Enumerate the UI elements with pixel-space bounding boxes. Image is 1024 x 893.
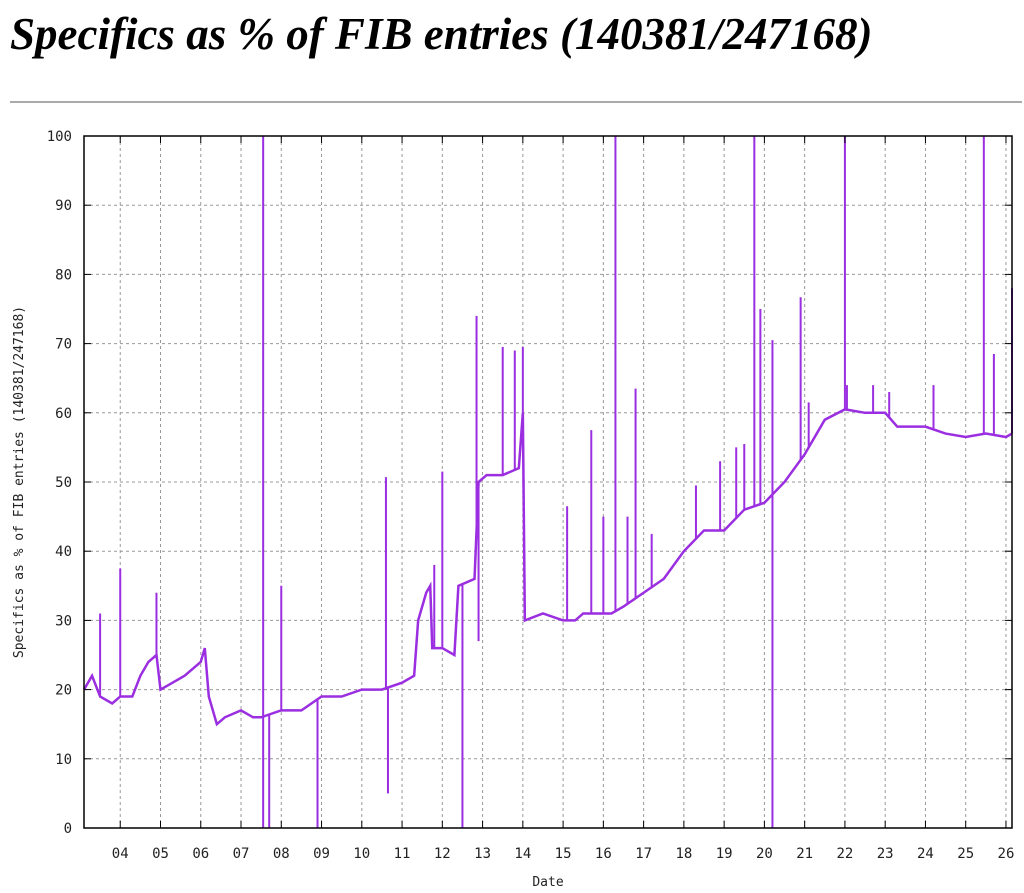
x-tick-label: 07 [233,846,250,862]
x-tick-label: 16 [595,846,612,862]
y-axis-label: Specifics as % of FIB entries (140381/24… [12,306,27,658]
x-tick-label: 10 [353,846,370,862]
divider [10,101,1022,103]
y-tick-label: 80 [55,267,72,283]
y-tick-label: 90 [55,198,72,214]
x-tick-label: 22 [836,846,853,862]
x-tick-label: 17 [635,846,652,862]
page-title: Specifics as % of FIB entries (140381/24… [10,9,873,59]
series [82,136,1013,828]
ticks: 0 10 20 30 40 50 60 70 80 90 100 04 05 06 07 08 09 10 11 12… [47,129,1015,862]
x-tick-label: 04 [112,846,129,862]
y-tick-label: 60 [55,406,72,422]
y-tick-label: 50 [55,475,72,491]
y-tick-label: 30 [55,613,72,629]
x-tick-label: 25 [957,846,974,862]
x-tick-label: 19 [716,846,733,862]
y-tick-label: 0 [64,821,72,837]
y-tick-label: 10 [55,752,72,768]
x-tick-label: 08 [273,846,290,862]
x-tick-label: 14 [514,846,531,862]
grid [84,136,1012,828]
y-tick-label: 100 [47,129,72,145]
x-tick-label: 15 [555,846,572,862]
x-tick-label: 21 [796,846,813,862]
series-line [82,408,1013,727]
x-tick-label: 26 [998,846,1015,862]
y-tick-label: 40 [55,544,72,560]
x-tick-label: 20 [756,846,773,862]
x-tick-label: 05 [152,846,169,862]
y-tick-label: 20 [55,683,72,699]
y-tick-label: 70 [55,337,72,353]
x-tick-label: 11 [394,846,411,862]
x-tick-label: 24 [917,846,934,862]
x-tick-label: 23 [877,846,894,862]
x-tick-label: 09 [313,846,330,862]
x-tick-label: 13 [474,846,491,862]
x-axis-label: Date [532,875,563,890]
x-tick-label: 12 [434,846,451,862]
x-tick-label: 18 [675,846,692,862]
x-tick-label: 06 [192,846,209,862]
